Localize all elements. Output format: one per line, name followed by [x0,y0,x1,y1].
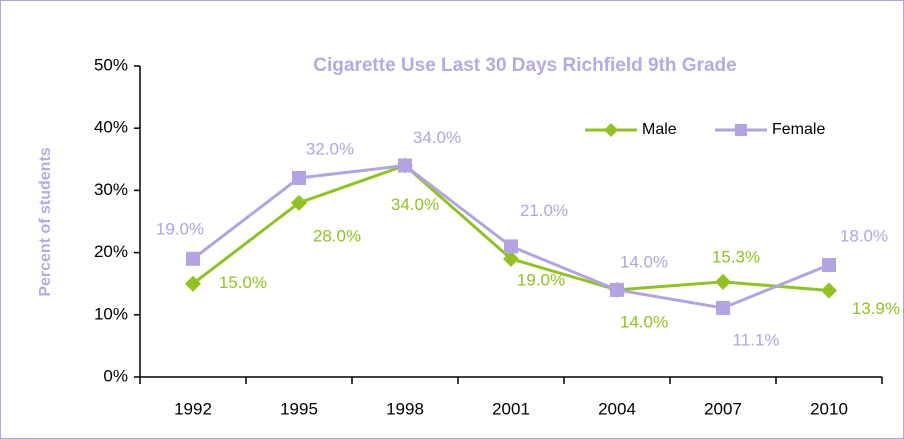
x-tick-label: 1998 [386,399,424,418]
y-tick-label: 20% [94,242,128,261]
data-label: 14.0% [620,252,668,271]
x-tick-label: 1995 [280,399,318,418]
marker [292,170,306,185]
y-axis-label: Percent of students [37,147,54,296]
x-tick-label: 2007 [704,399,742,418]
marker [504,239,518,254]
data-label: 15.3% [712,247,760,266]
legend-label: Male [642,121,677,138]
marker [821,282,837,299]
data-label: 15.0% [219,273,267,292]
chart-title: Cigarette Use Last 30 Days Richfield 9th… [313,55,736,76]
marker [610,282,624,297]
x-tick-label: 1992 [174,399,212,418]
data-label: 34.0% [413,128,461,147]
data-label: 21.0% [520,201,568,220]
legend-label: Female [772,121,825,138]
y-tick-label: 0% [103,366,128,385]
marker [186,251,200,266]
data-label: 14.0% [620,312,668,331]
marker [503,250,519,267]
marker [822,258,836,273]
x-tick-label: 2001 [492,399,530,418]
marker [715,273,731,290]
data-label: 11.1% [733,330,780,349]
data-label: 34.0% [391,195,439,214]
data-label: 32.0% [306,139,354,158]
y-tick-label: 30% [94,180,128,199]
marker [398,158,412,173]
marker [716,300,730,315]
data-label: 18.0% [840,227,888,246]
x-tick-label: 2004 [598,399,636,418]
marker [185,275,201,292]
data-label: 19.0% [156,219,204,238]
y-tick-label: 10% [94,304,128,323]
data-label: 28.0% [313,226,361,245]
legend-marker [735,124,747,136]
marker [291,194,307,211]
y-tick-label: 40% [94,118,128,137]
data-label: 19.0% [517,270,565,289]
legend-marker [604,123,618,137]
x-tick-label: 2010 [810,399,848,418]
data-label: 13.9% [852,299,900,318]
y-tick-label: 50% [94,55,128,74]
